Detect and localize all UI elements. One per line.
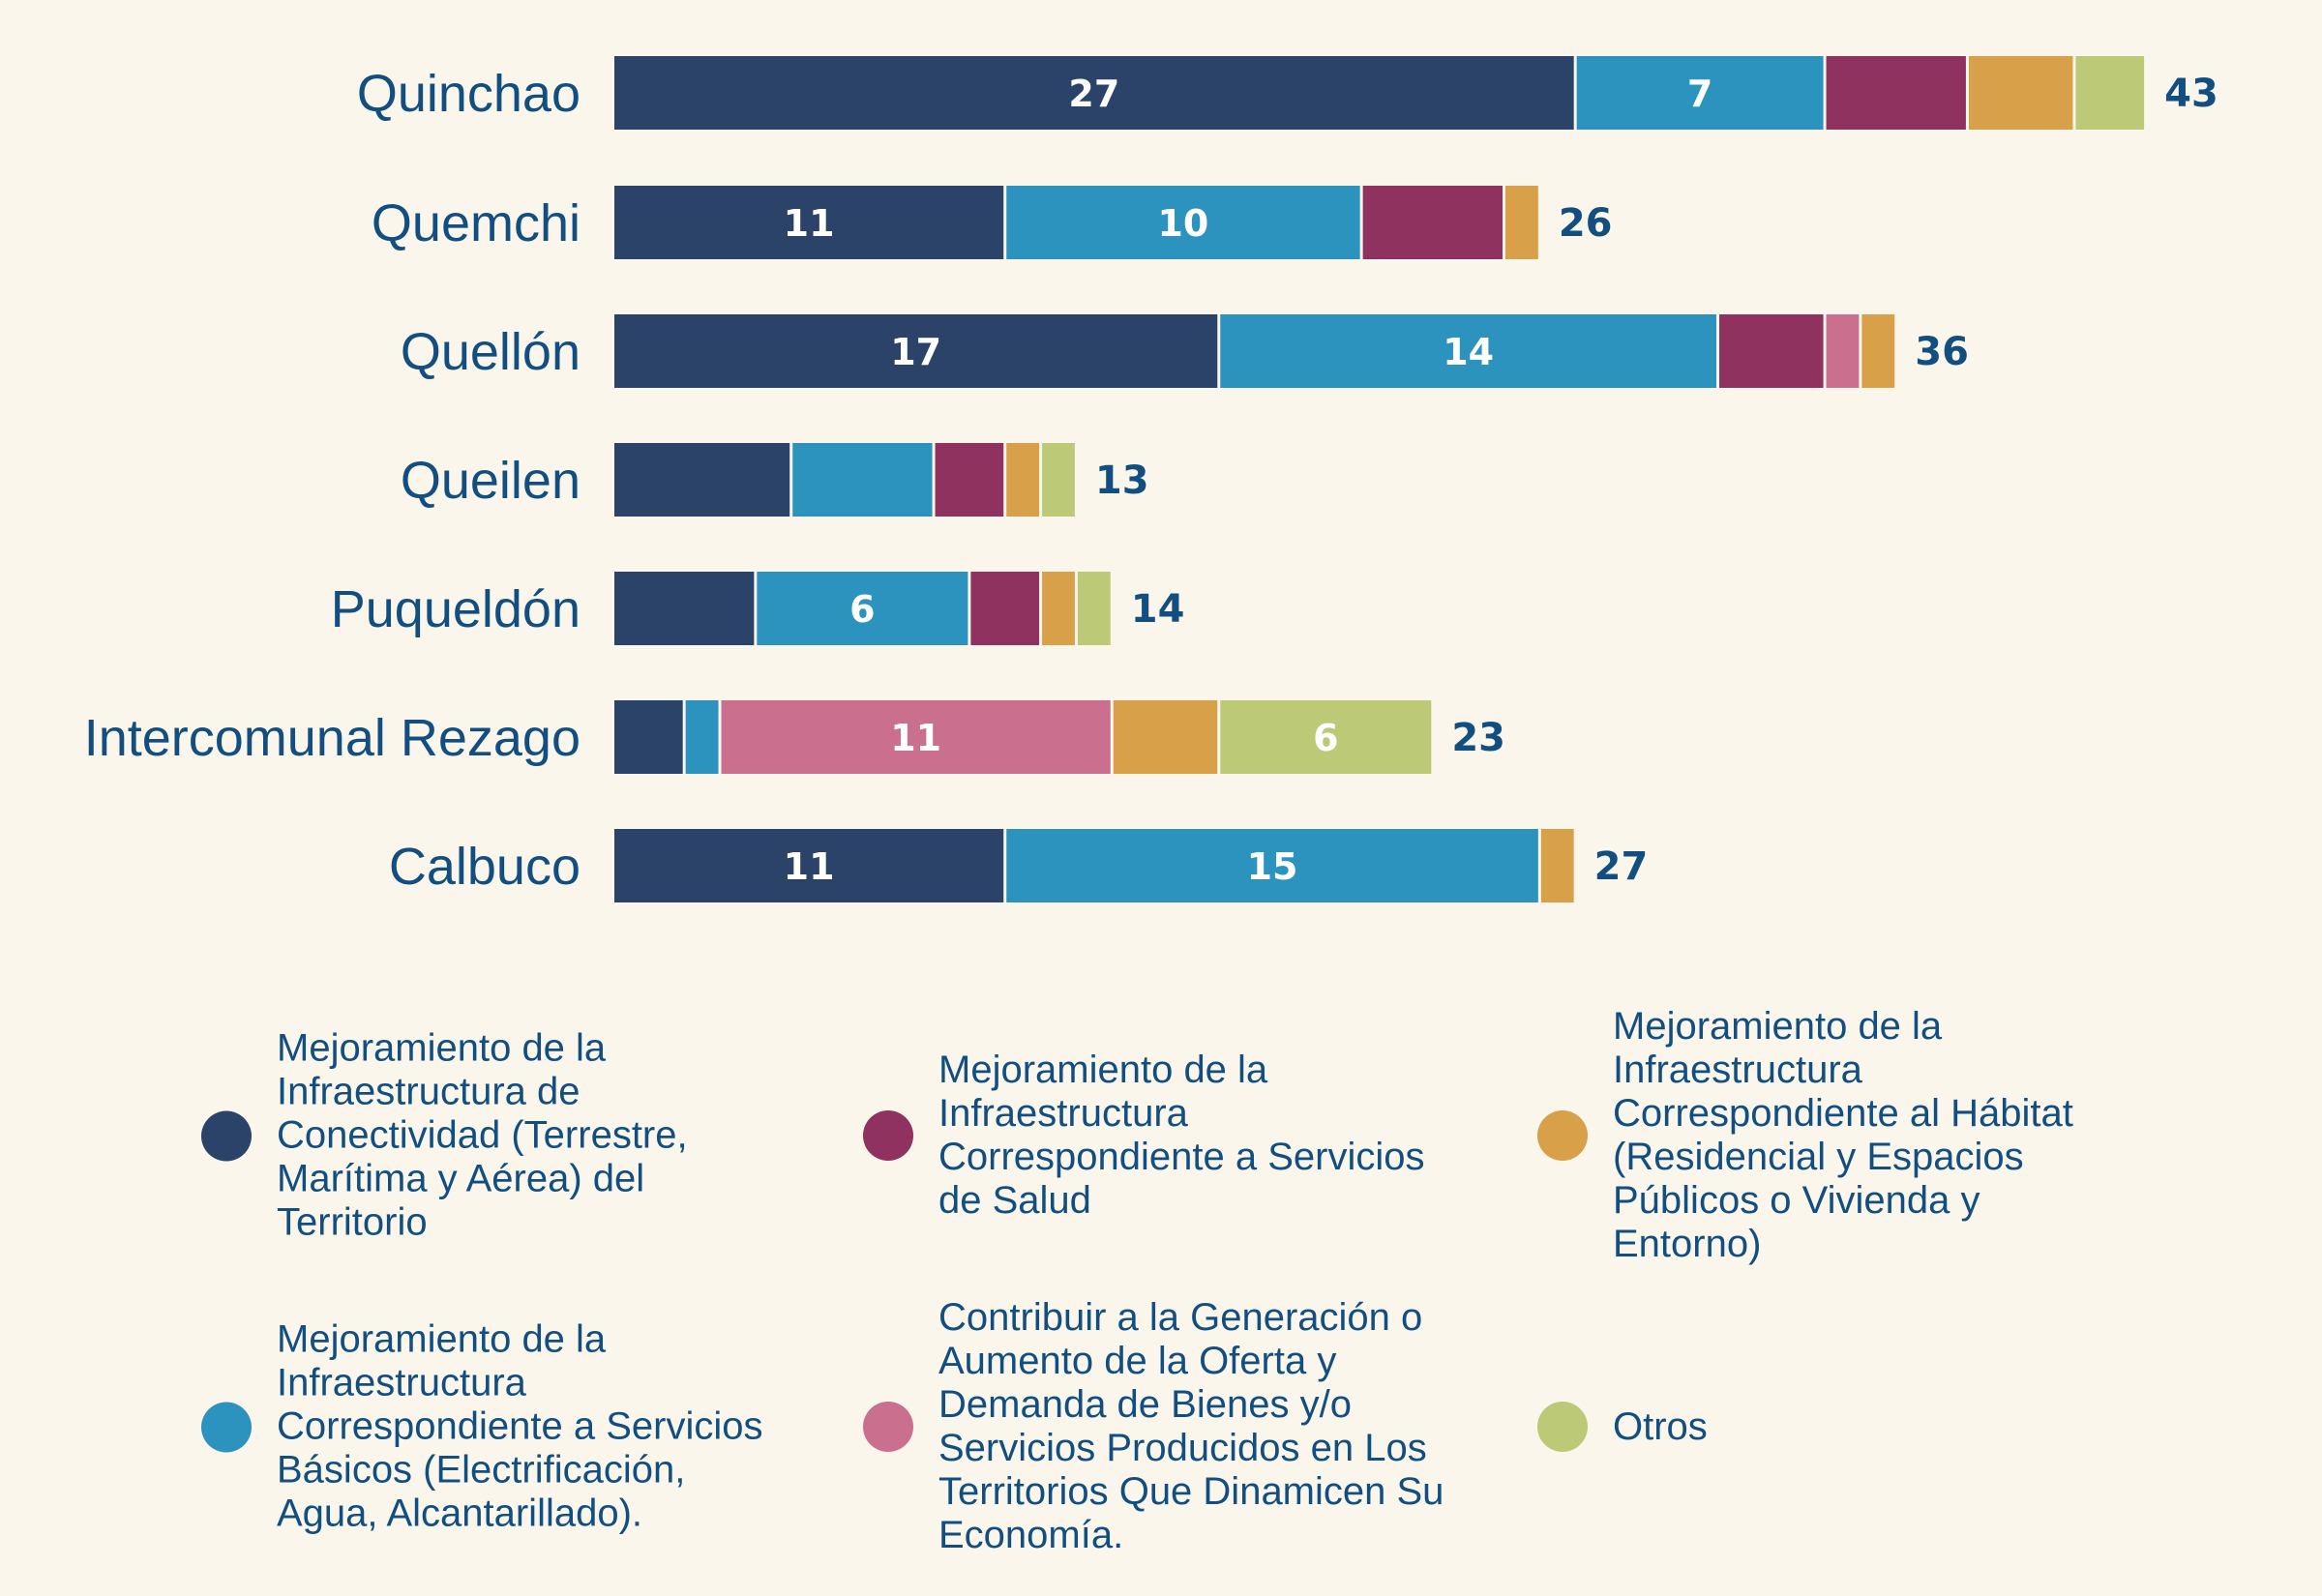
bar-segment bbox=[1826, 314, 1860, 388]
legend-dot-icon bbox=[201, 1402, 252, 1452]
legend-dot-icon bbox=[1537, 1110, 1588, 1161]
bar-segment bbox=[1505, 186, 1538, 259]
total-value-label: 36 bbox=[1915, 330, 1969, 374]
bar-segment bbox=[614, 829, 1004, 902]
legend-label: Contribuir a la Generación o Aumento de … bbox=[938, 1296, 1444, 1556]
category-label: Quinchao bbox=[357, 65, 580, 123]
bar-segment bbox=[1540, 829, 1574, 902]
segment-value-label: 15 bbox=[1247, 845, 1298, 888]
total-value-label: 23 bbox=[1451, 716, 1505, 760]
bar-segment bbox=[792, 443, 933, 517]
segment-value-label: 11 bbox=[784, 202, 835, 245]
bar-segment bbox=[614, 314, 1218, 388]
bar-segment bbox=[1362, 186, 1503, 259]
category-label: Calbuco bbox=[389, 838, 580, 896]
segment-value-label: 7 bbox=[1687, 73, 1712, 115]
legend-label: Mejoramiento de la Infraestructura Corre… bbox=[1613, 1005, 2073, 1265]
category-label: Queilen bbox=[401, 452, 580, 510]
bar-row-quinchao: Quinchao 27 7 43 bbox=[357, 56, 2218, 130]
bar-segment bbox=[1006, 186, 1360, 259]
segment-value-label: 11 bbox=[784, 845, 835, 888]
bar-segment bbox=[1006, 829, 1538, 902]
legend-dot-icon bbox=[863, 1402, 913, 1452]
bar-row-quemchi: Quemchi 11 10 26 bbox=[372, 186, 1613, 259]
legend-label: Mejoramiento de la Infraestructura Corre… bbox=[938, 1049, 1425, 1222]
bar-segment bbox=[757, 572, 968, 645]
total-value-label: 13 bbox=[1095, 458, 1149, 503]
bar-segment bbox=[1719, 314, 1824, 388]
bar-segment bbox=[1042, 572, 1075, 645]
total-value-label: 43 bbox=[2164, 72, 2218, 116]
legend-dot-icon bbox=[1537, 1402, 1588, 1452]
segment-value-label: 6 bbox=[849, 588, 875, 631]
total-value-label: 27 bbox=[1594, 844, 1649, 889]
bar-segment bbox=[614, 572, 755, 645]
legend-label: Otros bbox=[1613, 1404, 1708, 1448]
segment-value-label: 17 bbox=[890, 331, 941, 373]
bar-segment bbox=[1826, 56, 1966, 130]
legend-item-salud: Mejoramiento de la Infraestructura Corre… bbox=[863, 1049, 1519, 1223]
legend-item-otros: Otros bbox=[1537, 1402, 2193, 1452]
bar-row-queilen: Queilen 13 bbox=[401, 443, 1149, 517]
bar-segment bbox=[614, 186, 1004, 259]
category-label: Intercomunal Rezago bbox=[84, 709, 580, 767]
segment-value-label: 27 bbox=[1068, 73, 1119, 115]
legend-label: Mejoramiento de la Infraestructura Corre… bbox=[277, 1317, 763, 1535]
bar-row-calbuco: Calbuco 11 15 27 bbox=[389, 829, 1648, 902]
bar-segment bbox=[614, 700, 683, 774]
bar-segment bbox=[614, 56, 1574, 130]
bar-segment bbox=[2075, 56, 2145, 130]
bar-segment bbox=[685, 700, 719, 774]
bar-segment bbox=[1576, 56, 1824, 130]
legend-item-habitat: Mejoramiento de la Infraestructura Corre… bbox=[1537, 1005, 2193, 1266]
segment-value-label: 10 bbox=[1157, 202, 1208, 245]
legend-item-conectividad: Mejoramiento de la Infraestructura de Co… bbox=[201, 1027, 857, 1245]
bar-segment bbox=[935, 443, 1004, 517]
segment-value-label: 6 bbox=[1313, 717, 1338, 759]
bar-segment bbox=[1220, 314, 1717, 388]
bar-segment bbox=[1042, 443, 1075, 517]
bar-segment bbox=[721, 700, 1111, 774]
bar-segment bbox=[1220, 700, 1432, 774]
bar-segment bbox=[614, 443, 790, 517]
bar-row-quellon: Quellón 17 14 36 bbox=[401, 314, 1969, 388]
bar-segment bbox=[1968, 56, 2073, 130]
category-label: Quellón bbox=[401, 323, 580, 381]
bar-segment bbox=[1861, 314, 1895, 388]
bar-row-intercomunal-rezago: Intercomunal Rezago 11 6 23 bbox=[84, 700, 1505, 774]
category-label: Quemchi bbox=[372, 194, 580, 252]
bar-segment bbox=[1077, 572, 1111, 645]
legend-dot-icon bbox=[201, 1110, 252, 1161]
total-value-label: 14 bbox=[1131, 587, 1185, 632]
segment-value-label: 11 bbox=[890, 717, 941, 759]
bar-row-puqueldon: Puqueldón 6 14 bbox=[331, 572, 1185, 645]
legend-dot-icon bbox=[863, 1110, 913, 1161]
bar-segment bbox=[970, 572, 1040, 645]
legend-item-servicios-basicos: Mejoramiento de la Infraestructura Corre… bbox=[201, 1318, 857, 1536]
legend-item-economia: Contribuir a la Generación o Aumento de … bbox=[863, 1296, 1519, 1557]
legend-label: Mejoramiento de la Infraestructura de Co… bbox=[277, 1026, 688, 1244]
category-label: Puqueldón bbox=[331, 580, 580, 638]
bar-segment bbox=[1006, 443, 1040, 517]
total-value-label: 26 bbox=[1559, 201, 1613, 246]
segment-value-label: 14 bbox=[1443, 331, 1494, 373]
bar-segment bbox=[1113, 700, 1218, 774]
